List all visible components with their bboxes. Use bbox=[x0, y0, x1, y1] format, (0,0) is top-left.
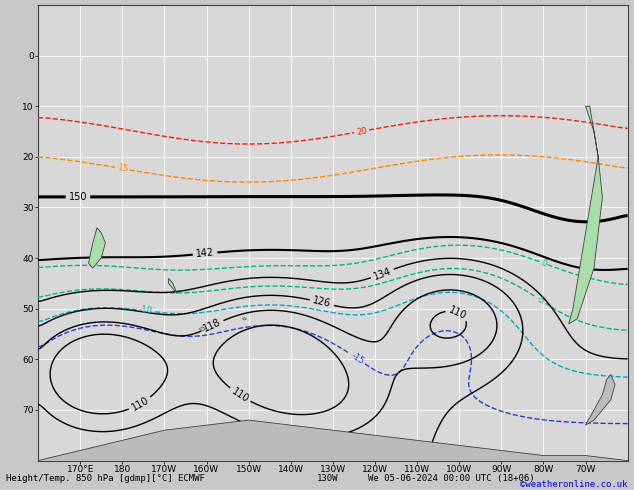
Text: 0: 0 bbox=[540, 258, 547, 268]
Text: 142: 142 bbox=[195, 248, 215, 259]
Polygon shape bbox=[89, 228, 105, 268]
Polygon shape bbox=[242, 318, 247, 320]
Text: -15: -15 bbox=[349, 351, 365, 366]
Text: 20: 20 bbox=[356, 126, 368, 137]
Text: 110: 110 bbox=[447, 304, 468, 321]
Text: 15: 15 bbox=[117, 163, 128, 174]
Text: 130W: 130W bbox=[317, 474, 339, 483]
Text: 150: 150 bbox=[68, 192, 87, 202]
Polygon shape bbox=[569, 106, 602, 324]
Text: -5: -5 bbox=[534, 294, 547, 306]
Text: 134: 134 bbox=[372, 266, 392, 281]
Polygon shape bbox=[169, 278, 177, 294]
Text: ©weatheronline.co.uk: ©weatheronline.co.uk bbox=[520, 480, 628, 489]
Text: 110: 110 bbox=[230, 386, 250, 404]
Polygon shape bbox=[199, 327, 205, 331]
Text: We 05-06-2024 00:00 UTC (18+06): We 05-06-2024 00:00 UTC (18+06) bbox=[368, 474, 534, 483]
Text: 110: 110 bbox=[129, 395, 150, 413]
Polygon shape bbox=[38, 420, 628, 490]
Polygon shape bbox=[586, 374, 615, 425]
Text: -10: -10 bbox=[139, 306, 153, 316]
Text: 126: 126 bbox=[312, 295, 332, 310]
Text: Height/Temp. 850 hPa [gdmp][°C] ECMWF: Height/Temp. 850 hPa [gdmp][°C] ECMWF bbox=[6, 474, 205, 483]
Text: 118: 118 bbox=[202, 318, 223, 334]
